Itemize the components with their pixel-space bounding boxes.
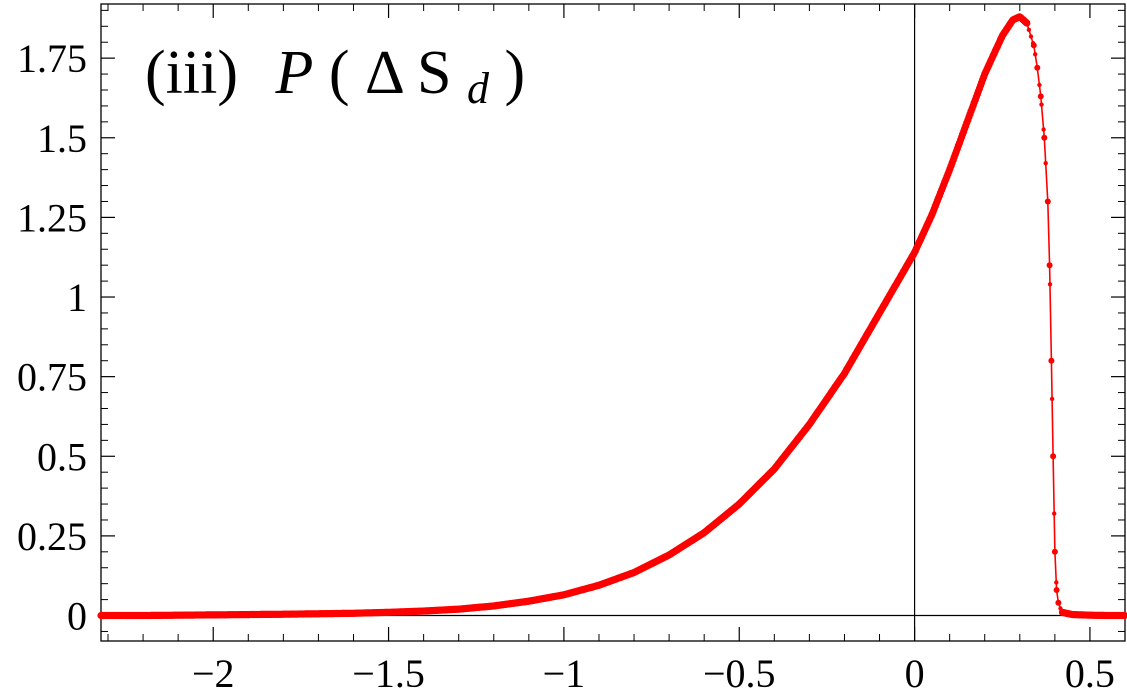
data-point (1041, 127, 1046, 132)
data-point (1044, 198, 1051, 205)
x-tick-label: 0 (905, 651, 925, 696)
title-subscript: d (467, 64, 490, 113)
data-point (1121, 611, 1127, 620)
y-tick-label: 0.5 (37, 434, 87, 479)
data-point (1043, 161, 1048, 166)
title-open-paren: ( (329, 39, 350, 107)
y-tick-label: 1 (67, 275, 87, 320)
title-close-paren: ) (504, 39, 525, 107)
data-point (1028, 34, 1034, 39)
data-point (1054, 580, 1059, 585)
data-point (1037, 93, 1044, 100)
x-tick-label: −0.5 (703, 651, 776, 696)
data-point (1058, 609, 1065, 616)
data-point (1049, 396, 1055, 402)
y-tick-label: 1.5 (37, 116, 87, 161)
title-panel: (iii) (145, 39, 238, 107)
data-point (1050, 453, 1057, 460)
tick-labels: −2 −1.5 −1 −0.5 0 0.5 0 0.25 0.5 0.75 1 1.25 1.5 1.75 (17, 36, 1115, 696)
x-tick-label: −2 (192, 651, 235, 696)
title-delta: Δ (365, 39, 403, 107)
y-tick-label: 1.25 (17, 195, 87, 240)
title-func: P (274, 39, 313, 107)
data-point (1046, 262, 1053, 269)
plot-frame (100, 3, 1126, 642)
data-point (1053, 587, 1060, 593)
ticks (101, 4, 1126, 641)
y-tick-label: 0 (67, 594, 87, 639)
data-point (1047, 282, 1053, 287)
chart-title: (iii) P ( Δ S d ) (145, 39, 525, 117)
data-point (1041, 134, 1048, 141)
data-point (1051, 548, 1058, 555)
data-point (1023, 20, 1030, 27)
data-point (1034, 64, 1041, 71)
y-tick-label: 1.75 (17, 36, 87, 81)
y-tick-label: 0.75 (17, 355, 87, 400)
title-var: S (417, 39, 451, 107)
data-markers (97, 13, 1127, 620)
data-point (1039, 102, 1044, 107)
x-tick-label: 0.5 (1065, 651, 1115, 696)
data-point (1037, 82, 1042, 88)
data-point (1055, 599, 1062, 606)
data-point (1048, 357, 1055, 364)
data-point (1033, 52, 1038, 57)
data-point (1030, 42, 1037, 49)
x-tick-label: −1.5 (352, 651, 425, 696)
y-tick-label: 0.25 (17, 514, 87, 559)
x-tick-label: −1 (543, 651, 586, 696)
data-point (1026, 27, 1032, 32)
data-point (1052, 511, 1057, 516)
